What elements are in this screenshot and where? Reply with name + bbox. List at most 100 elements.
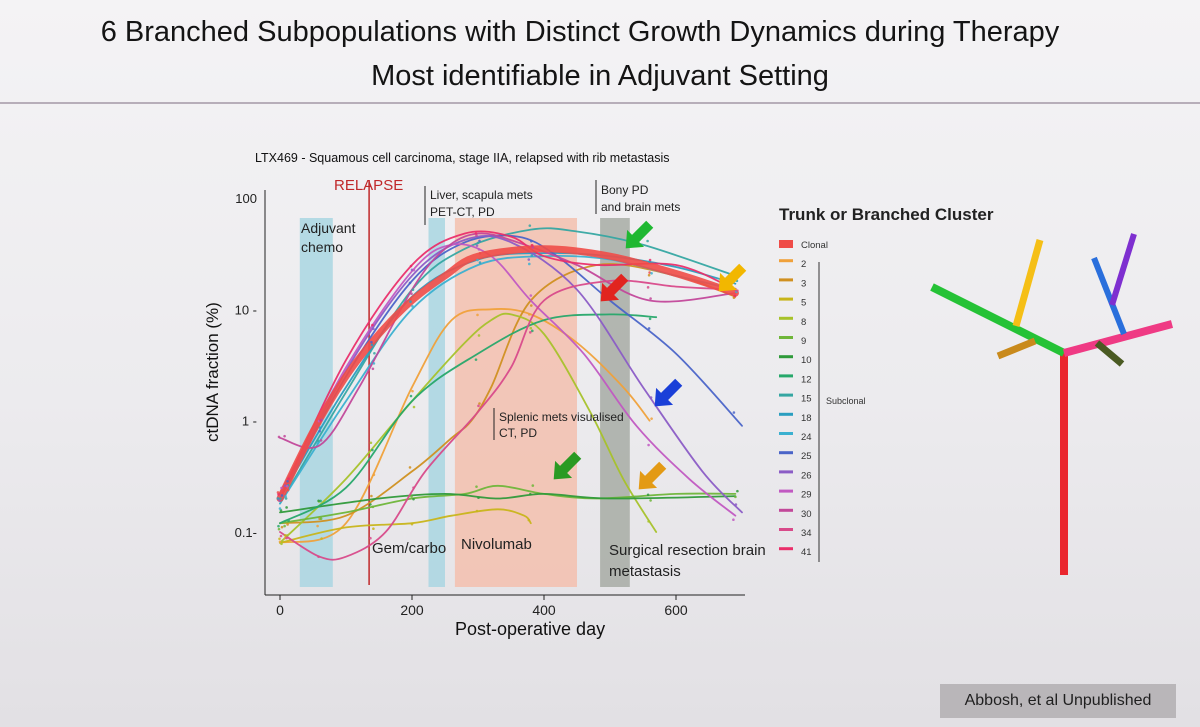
legend-label-18: 18	[801, 413, 812, 424]
sample-dot	[412, 486, 415, 489]
sample-dot	[283, 524, 286, 528]
sample-dot	[412, 405, 416, 409]
sample-dot	[372, 327, 375, 331]
tree-branch-blue	[1091, 256, 1127, 336]
legend-label-24: 24	[801, 432, 812, 443]
splenic-label-2: CT, PD	[499, 426, 537, 440]
legend-label-8: 8	[801, 317, 806, 328]
sample-dot	[478, 402, 481, 405]
legend-label-2: 2	[801, 259, 806, 270]
legend-swatch-25	[779, 451, 793, 455]
sample-dot	[320, 537, 323, 540]
x-tick-label-3: 600	[664, 602, 688, 618]
sample-dot	[477, 334, 481, 337]
series-26	[279, 235, 743, 514]
sample-dot	[478, 251, 482, 255]
sample-dot	[278, 507, 282, 510]
legend-label-3: 3	[801, 278, 806, 289]
sample-dot	[732, 296, 736, 299]
sample-dot	[286, 479, 289, 483]
sample-dot	[283, 533, 287, 537]
sample-dot	[649, 297, 652, 300]
sample-dot	[278, 537, 281, 541]
sample-dot	[530, 239, 533, 243]
series-34	[279, 279, 737, 561]
y-axis-label: ctDNA fraction (%)	[203, 302, 222, 442]
tree-branch-orange	[996, 337, 1037, 360]
sample-dot	[478, 261, 482, 264]
sample-dot	[650, 417, 653, 420]
tree-branch-pink	[1062, 320, 1174, 357]
sample-dot	[280, 494, 284, 497]
legend-label-5: 5	[801, 298, 806, 309]
sample-dot	[318, 429, 321, 433]
sample-dot	[412, 268, 416, 272]
series-12	[279, 313, 658, 525]
green-arrow-top	[625, 220, 654, 249]
legend-swatch-2	[779, 259, 793, 263]
surgical-label-1: Surgical resection brain	[609, 542, 766, 559]
sample-dot	[531, 244, 534, 247]
red-arrow	[600, 273, 629, 302]
sample-dot	[648, 258, 652, 262]
sample-dot	[410, 292, 413, 296]
sample-dot	[317, 499, 320, 503]
sample-dot	[410, 268, 414, 272]
sample-dot	[648, 271, 651, 274]
sample-dot	[316, 524, 319, 528]
legend-swatch-Clonal	[779, 240, 793, 248]
legend-title: Trunk or Branched Cluster	[779, 205, 994, 224]
band-2	[454, 218, 577, 587]
slide-title-line-2: Most identifiable in Adjuvant Setting	[371, 60, 829, 92]
sample-dot	[736, 289, 739, 293]
sample-dot	[475, 234, 478, 237]
sample-dot	[477, 248, 481, 251]
sample-dot	[372, 473, 376, 477]
sample-dot	[285, 536, 288, 540]
treatment-bands	[299, 218, 630, 587]
y-tick-label-0: 0.1-	[235, 525, 257, 540]
sample-dot	[411, 288, 415, 292]
sample-dot	[475, 509, 479, 513]
legend-label-9: 9	[801, 336, 806, 347]
sample-dot	[276, 497, 280, 500]
x-ticks: 0 200 400 600	[276, 595, 688, 618]
sample-dot	[529, 294, 533, 297]
sample-dot	[319, 517, 323, 521]
orange-arrow	[638, 461, 667, 490]
sample-dot	[373, 351, 376, 355]
sample-dot	[279, 534, 283, 538]
sample-dot	[409, 300, 412, 303]
slide-title-line-1: 6 Branched Subpopulations with Distinct …	[100, 16, 1060, 48]
legend-swatch-41	[779, 547, 793, 551]
series-10	[279, 492, 737, 514]
chart-title: LTX469 - Squamous cell carcinoma, stage …	[255, 151, 670, 165]
tree-branch-olive	[1094, 340, 1125, 367]
sample-dot	[649, 396, 653, 399]
sample-dot	[475, 485, 478, 488]
subclonal-label: Subclonal	[826, 396, 866, 406]
liver-label-1: Liver, scapula mets	[430, 188, 533, 202]
sample-dot	[412, 497, 415, 501]
sample-dot	[527, 258, 531, 261]
series-9	[279, 484, 737, 525]
sample-dot	[285, 534, 289, 537]
legend-swatch-29	[779, 489, 793, 493]
tree-branch-green	[930, 283, 1066, 357]
legend-swatch-18	[779, 412, 793, 416]
y-tick-label-2: 10 -	[235, 302, 257, 317]
sample-dot	[408, 281, 412, 285]
sample-dot	[287, 519, 290, 522]
title-divider	[0, 102, 1200, 104]
legend-swatch-10	[779, 355, 793, 359]
x-axis-label: Post-operative day	[455, 619, 605, 639]
sample-dot	[531, 246, 535, 249]
series-Clonal	[276, 245, 739, 502]
sample-dot	[477, 496, 480, 500]
band-3	[600, 218, 630, 587]
sample-dot	[647, 327, 651, 330]
sample-dot	[734, 495, 737, 499]
sample-dot	[530, 254, 534, 257]
sample-dot	[528, 224, 532, 227]
